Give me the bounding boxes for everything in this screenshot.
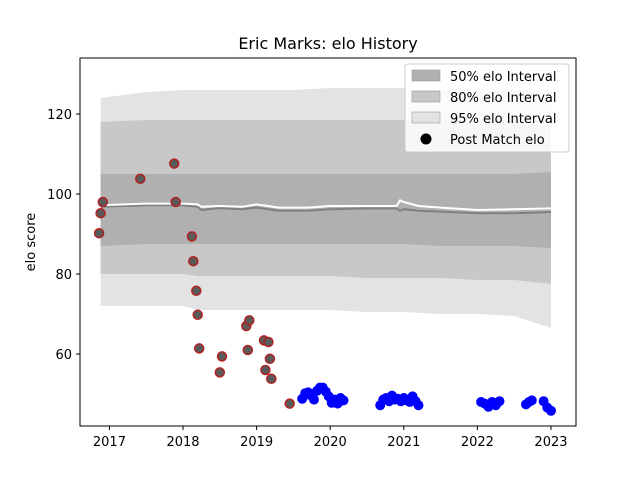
y-axis-label: elo score (24, 213, 39, 272)
legend-marker (420, 133, 432, 145)
legend-label: 50% elo Interval (450, 70, 557, 85)
legend-box (404, 63, 570, 153)
post-match-points (93, 158, 556, 416)
data-point-early (242, 344, 254, 356)
x-tick-label: 2017 (93, 435, 126, 450)
x-tick-label: 2021 (387, 435, 420, 450)
x-tick-label: 2022 (461, 435, 494, 450)
legend: 50% elo Interval 80% elo Interval 95% elo … (404, 63, 570, 153)
y-tick-label: 120 (47, 108, 72, 123)
chart-title: Eric Marks: elo History (238, 34, 417, 53)
data-point-early (93, 227, 105, 239)
data-point-early (266, 373, 277, 385)
data-point-early (260, 364, 271, 376)
x-axis: 2017 2018 2019 2020 2021 2022 2023 (93, 426, 568, 450)
data-point-early (168, 158, 180, 169)
legend-swatch (411, 111, 441, 124)
data-point-late (526, 395, 537, 406)
x-tick-label: 2019 (240, 435, 273, 450)
x-tick-label: 2020 (314, 435, 347, 450)
x-tick-label: 2018 (166, 435, 199, 450)
legend-label: 80% elo Interval (450, 91, 557, 106)
data-point-early (264, 353, 276, 365)
x-tick-label: 2023 (534, 435, 567, 450)
y-tick-label: 100 (47, 188, 72, 203)
data-point-early (170, 196, 181, 208)
data-point-early (191, 285, 202, 297)
data-point-late (494, 396, 505, 407)
median-elo-line (100, 204, 552, 215)
data-point-early (216, 351, 228, 362)
legend-label: Post Match elo (450, 133, 545, 148)
mean-elo-line (100, 199, 552, 212)
data-point-early (244, 315, 255, 326)
data-point-early (214, 367, 226, 378)
data-point-late (546, 405, 556, 416)
data-point-early (192, 309, 203, 321)
legend-swatch (411, 90, 441, 103)
data-point-late (413, 400, 424, 411)
data-point-early (193, 343, 205, 354)
y-tick-label: 80 (55, 268, 72, 283)
legend-swatch (411, 69, 441, 82)
legend-label: 95% elo Interval (450, 112, 557, 127)
data-point-early (263, 336, 274, 348)
data-point-late (309, 394, 319, 405)
plot-frame (79, 57, 577, 427)
data-point-late (338, 395, 349, 406)
data-point-early (188, 255, 199, 267)
trend-lines (100, 199, 552, 215)
data-point-early (135, 173, 146, 185)
data-point-early (186, 231, 198, 242)
data-point-early (95, 207, 106, 219)
data-point-early (284, 398, 295, 409)
y-tick-label: 60 (55, 348, 72, 363)
y-axis: 60 80 100 120 (47, 108, 80, 363)
data-point-early (97, 196, 109, 208)
